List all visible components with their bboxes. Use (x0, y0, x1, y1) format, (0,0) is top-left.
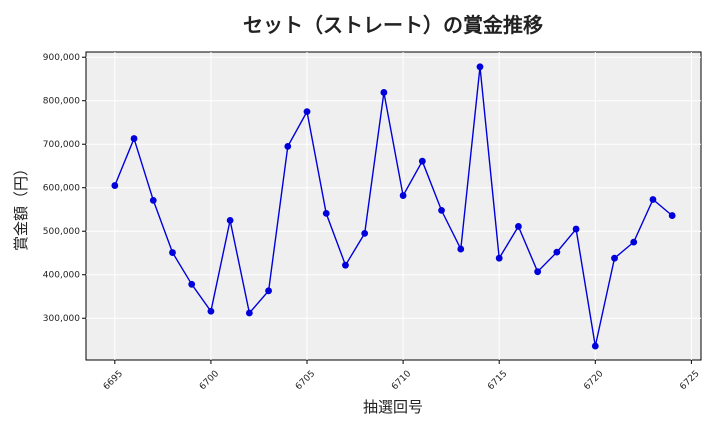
x-axis-label: 抽選回号 (363, 398, 423, 416)
data-point (668, 212, 676, 219)
data-point (591, 342, 599, 350)
data-point (188, 280, 196, 288)
data-point (572, 225, 580, 233)
y-tick-label: 300,000 (43, 314, 80, 324)
y-tick-label: 900,000 (43, 53, 80, 63)
plot-area (85, 51, 702, 361)
series-line (114, 66, 673, 347)
data-point (169, 249, 176, 256)
data-point (226, 216, 234, 224)
data-point (207, 307, 215, 315)
data-point (399, 192, 407, 199)
data-point (611, 254, 618, 262)
data-point (149, 196, 157, 204)
data-point (380, 89, 388, 96)
y-tick-label: 800,000 (43, 97, 80, 107)
data-point (284, 143, 292, 150)
data-point (361, 230, 369, 237)
x-tick-label: 6710 (390, 369, 413, 392)
data-point (495, 254, 503, 262)
data-point (457, 245, 465, 253)
data-point (649, 196, 657, 203)
data-point (438, 206, 445, 214)
x-tick-label: 6725 (678, 369, 701, 392)
y-axis-ticks: 300,000 400,000 500,000 600,000 700,000 800,0… (43, 53, 86, 324)
data-point (111, 182, 119, 189)
data-point (630, 238, 638, 246)
data-point (342, 261, 349, 269)
x-tick-label: 6715 (486, 369, 509, 392)
y-axis-label: 賞金額（円） (12, 161, 30, 251)
data-point (515, 223, 522, 230)
y-tick-label: 500,000 (43, 227, 80, 237)
x-axis-ticks: 6695 6700 6705 6710 6715 6720 6725 (102, 360, 702, 392)
data-point (130, 135, 138, 142)
x-tick-label: 6705 (294, 369, 317, 392)
data-point (245, 309, 253, 317)
data-point (303, 108, 311, 115)
chart-title: セット（ストレート）の賞金推移 (243, 13, 543, 37)
x-tick-label: 6700 (198, 369, 221, 392)
y-tick-label: 400,000 (43, 271, 80, 281)
data-point (322, 209, 330, 217)
data-point (265, 287, 272, 295)
data-point (476, 63, 484, 71)
data-point (534, 268, 542, 276)
data-point (553, 248, 561, 256)
series-group (111, 63, 676, 350)
x-tick-label: 6695 (102, 369, 125, 392)
y-tick-label: 700,000 (43, 140, 80, 150)
x-tick-label: 6720 (582, 369, 605, 392)
data-point (418, 157, 426, 165)
y-tick-label: 600,000 (43, 184, 80, 194)
